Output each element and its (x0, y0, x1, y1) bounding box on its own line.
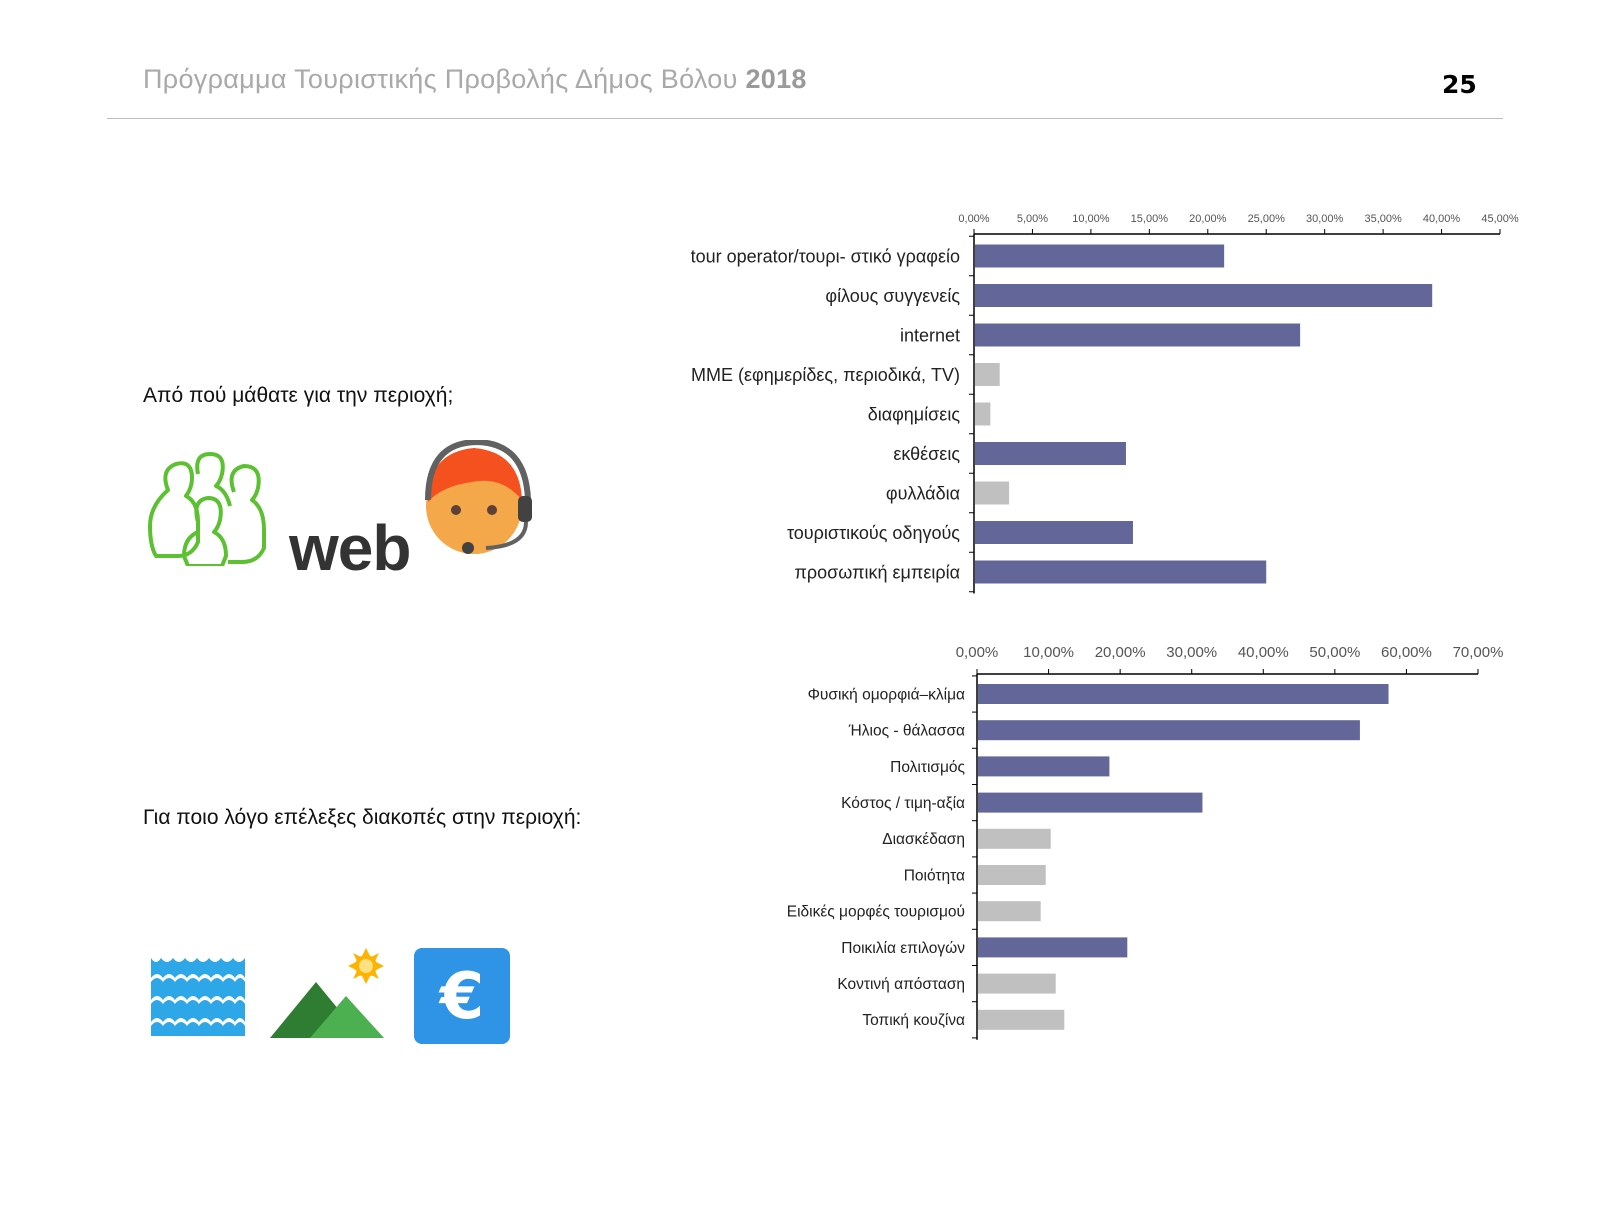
chart-1-tick-label: 15,00% (1131, 213, 1169, 225)
chart-1-tick-label: 0,00% (958, 213, 989, 225)
chart-2-category-label: Διασκέδαση (882, 831, 965, 848)
chart-2-bar (978, 901, 1041, 922)
chart-1-bar (975, 521, 1133, 544)
chart-2-tick-label: 60,00% (1381, 644, 1432, 661)
chart-1-bar (975, 363, 1000, 386)
chart-1-tick-label: 40,00% (1423, 213, 1461, 225)
euro-symbol: € (438, 960, 485, 1034)
chart-2-bar (978, 828, 1051, 849)
chart-1-bar (975, 481, 1010, 505)
mountains-sun-icon (270, 948, 384, 1038)
header-divider (107, 118, 1503, 119)
question-reason: Για ποιο λόγο επέλεξες διακοπές στην περ… (143, 806, 582, 829)
question-source: Από πού μάθατε για την περιοχή; (143, 384, 454, 407)
sea-waves-icon (151, 950, 245, 1040)
chart-2-bar (978, 756, 1110, 777)
chart-2-bar (978, 720, 1360, 741)
people-group-icon (148, 452, 266, 566)
chart-2-category-label: Κοντινή απόσταση (837, 976, 965, 993)
header-year: 2018 (745, 64, 807, 94)
chart-2-category-label: Φυσική ομορφιά–κλίμα (808, 686, 965, 703)
chart-1-category-label: φυλλάδια (886, 483, 960, 503)
chart-1-tick-label: 20,00% (1189, 213, 1227, 225)
chart-1-category-label: φίλους συγγενείς (825, 286, 960, 306)
chart-1-bar (975, 323, 1301, 347)
chart-1-category-label: εκθέσεις (893, 444, 960, 464)
chart-2-tick-label: 20,00% (1095, 644, 1146, 661)
chart-1-bar (975, 442, 1126, 465)
chart-2-category-label: Πολιτισμός (890, 759, 965, 776)
chart-2-tick-label: 10,00% (1023, 644, 1074, 661)
chart-2-category-label: Ποιότητα (904, 867, 965, 884)
chart-2-bar (978, 1009, 1065, 1030)
chart-1-category-label: internet (900, 325, 960, 345)
chart-2-bar (978, 865, 1046, 885)
chart-2-bar (978, 937, 1128, 958)
chart-1-bar (975, 560, 1267, 584)
chart-1-category-label: τουριστικούς οδηγούς (787, 523, 960, 543)
chart-1-category-label: διαφημίσεις (868, 404, 961, 424)
chart-1-category-label: tour operator/τουρι- στικό γραφείο (691, 246, 960, 266)
euro-icon: € (414, 948, 510, 1044)
chart-2-bar (978, 792, 1203, 813)
chart-1-tick-label: 25,00% (1248, 213, 1286, 225)
chart-2-category-label: Ποικιλία επιλογών (841, 940, 965, 957)
chart-1-category-label: προσωπική εμπειρία (795, 562, 961, 582)
header-title-text: Πρόγραμμα Τουριστικής Προβολής Δήμος Βόλ… (143, 64, 738, 94)
header-title: Πρόγραμμα Τουριστικής Προβολής Δήμος Βόλ… (143, 64, 807, 95)
chart-1-tick-label: 35,00% (1364, 213, 1402, 225)
chart-2-tick-label: 50,00% (1309, 644, 1360, 661)
chart-1-bar (975, 402, 991, 426)
web-text: web (289, 512, 411, 584)
chart-2-bar (978, 973, 1056, 994)
chart-1-bar (975, 244, 1225, 268)
chart-1-tick-label: 30,00% (1306, 213, 1344, 225)
chart-2-category-label: Τοπική κουζίνα (862, 1012, 965, 1029)
chart-2-tick-label: 70,00% (1453, 644, 1504, 661)
chart-2-category-label: Ειδικές μορφές τουρισμού (787, 904, 965, 921)
chart-2-tick-label: 0,00% (956, 644, 999, 661)
chart-1-category-label: ΜΜΕ (εφημερίδες, περιοδικά, TV) (691, 365, 960, 385)
chart-1-tick-label: 45,00% (1481, 213, 1519, 225)
chart-2-category-label: Ήλιος - θάλασσα (848, 723, 965, 740)
page-number: 25 (1442, 70, 1477, 99)
chart-1-tick-label: 5,00% (1017, 213, 1048, 225)
chart-2-tick-label: 40,00% (1238, 644, 1289, 661)
chart-1-tick-label: 10,00% (1072, 213, 1110, 225)
chart-1-bar (975, 284, 1433, 307)
chart-2-category-label: Κόστος / τιμη-αξία (841, 795, 965, 812)
support-agent-icon (425, 440, 532, 554)
chart-2-bar (978, 684, 1389, 704)
chart-2-tick-label: 30,00% (1166, 644, 1217, 661)
